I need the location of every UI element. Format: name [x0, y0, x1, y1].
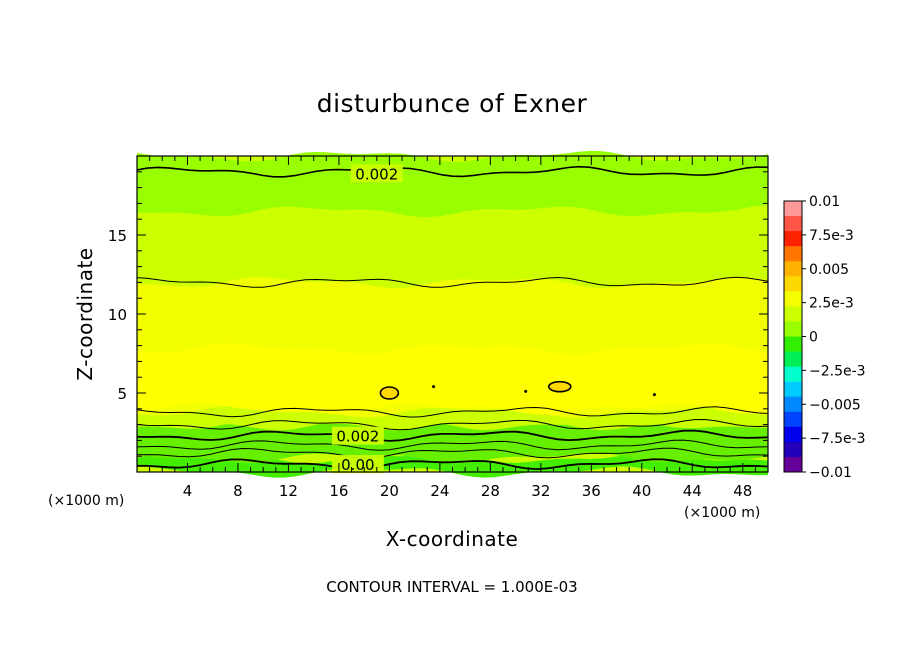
x-tick-label: 16	[329, 482, 348, 500]
colorbar-swatch	[784, 261, 802, 277]
colorbar-swatch	[784, 201, 802, 217]
colorbar-swatch	[784, 411, 802, 428]
colorbar-label: 0.005	[809, 262, 849, 278]
colorbar-label: −0.01	[809, 465, 852, 481]
colorbar-label: −2.5e-3	[809, 363, 866, 379]
contour-label-bg	[331, 455, 384, 474]
x-axis-label: X-coordinate	[386, 527, 519, 551]
colorbar-swatch	[784, 276, 802, 292]
x-tick-label: 12	[279, 482, 298, 500]
x-tick-label: 36	[582, 482, 601, 500]
colorbar-swatch	[784, 321, 802, 337]
contour-line	[136, 406, 769, 418]
contour-interval-note: CONTOUR INTERVAL = 1.000E-03	[326, 578, 577, 596]
contour-label-bg	[350, 164, 403, 183]
contour-cell	[547, 380, 572, 393]
y-tick-label: 5	[117, 385, 127, 403]
contour-label: 0.002	[336, 428, 379, 446]
y-tick-label: 15	[108, 227, 127, 245]
y-tick-label: 10	[108, 306, 127, 324]
colorbar-swatch	[784, 396, 802, 413]
contour-line	[136, 447, 769, 459]
colorbar-label: 7.5e-3	[809, 228, 854, 244]
contour-lines	[136, 165, 769, 471]
colorbar-swatch	[784, 291, 802, 307]
contour-line	[136, 418, 769, 431]
colorbar-label: 2.5e-3	[809, 296, 854, 312]
x-tick-label: 28	[481, 482, 500, 500]
x-tick-label: 8	[233, 482, 243, 500]
y-axis-label: Z-coordinate	[73, 247, 97, 380]
colorbar-swatch	[784, 351, 802, 368]
x-tick-label: 32	[531, 482, 550, 500]
colorbar-swatch	[784, 426, 802, 443]
x-tick-label: 40	[632, 482, 651, 500]
colorbar-swatch	[784, 441, 802, 458]
colorbar-label: −7.5e-3	[809, 431, 866, 447]
colorbar-swatch	[784, 231, 802, 247]
contour-cell	[652, 393, 656, 397]
contour-cell	[379, 386, 400, 400]
band-bright-yellow	[137, 343, 768, 415]
contour-line	[136, 165, 769, 178]
colorbar-swatch	[784, 381, 802, 398]
contour-line	[136, 276, 769, 288]
x-tick-label: 48	[733, 482, 752, 500]
contour-label-bg	[331, 426, 384, 445]
colorbar: 0.01 7.5e-3 0.005 2.5e-3 0 −2.5e-3 −0.005 −7.5e…	[783, 194, 866, 481]
x-tick-label: 44	[683, 482, 702, 500]
contour-cell	[524, 389, 528, 393]
chart-title: disturbunce of Exner	[317, 89, 588, 118]
band-light-green-top	[137, 150, 768, 218]
contour-cell	[432, 385, 436, 389]
x-unit-label-left: (×1000 m)	[48, 493, 124, 509]
colorbar-swatch	[784, 246, 802, 262]
colorbar-swatch	[784, 306, 802, 322]
x-tick-label: 24	[430, 482, 449, 500]
y-axis-ticks: 5 10 15	[108, 155, 768, 473]
colorbar-label: 0	[809, 330, 818, 346]
x-unit-label-right: (×1000 m)	[684, 505, 760, 521]
colorbar-label: 0.01	[809, 194, 840, 210]
contour-line	[136, 458, 769, 471]
colorbar-swatch	[784, 456, 802, 473]
colorbar-label: −0.005	[809, 397, 861, 413]
contour-line	[136, 429, 769, 442]
colorbar-swatch	[784, 216, 802, 232]
contour-line	[136, 439, 769, 451]
colorbar-swatch	[784, 336, 802, 353]
contour-labels: 0.002 0.002 0.00	[331, 164, 403, 474]
x-tick-label: 4	[183, 482, 193, 500]
band-green-bottom	[137, 451, 768, 478]
colorbar-swatch	[784, 366, 802, 383]
x-tick-label: 20	[380, 482, 399, 500]
contour-label: 0.002	[355, 165, 398, 183]
contour-label: 0.00	[341, 456, 374, 474]
x-axis-ticks: 4 8 12 16 20 24 28 32 36 40 44 48	[136, 156, 769, 500]
